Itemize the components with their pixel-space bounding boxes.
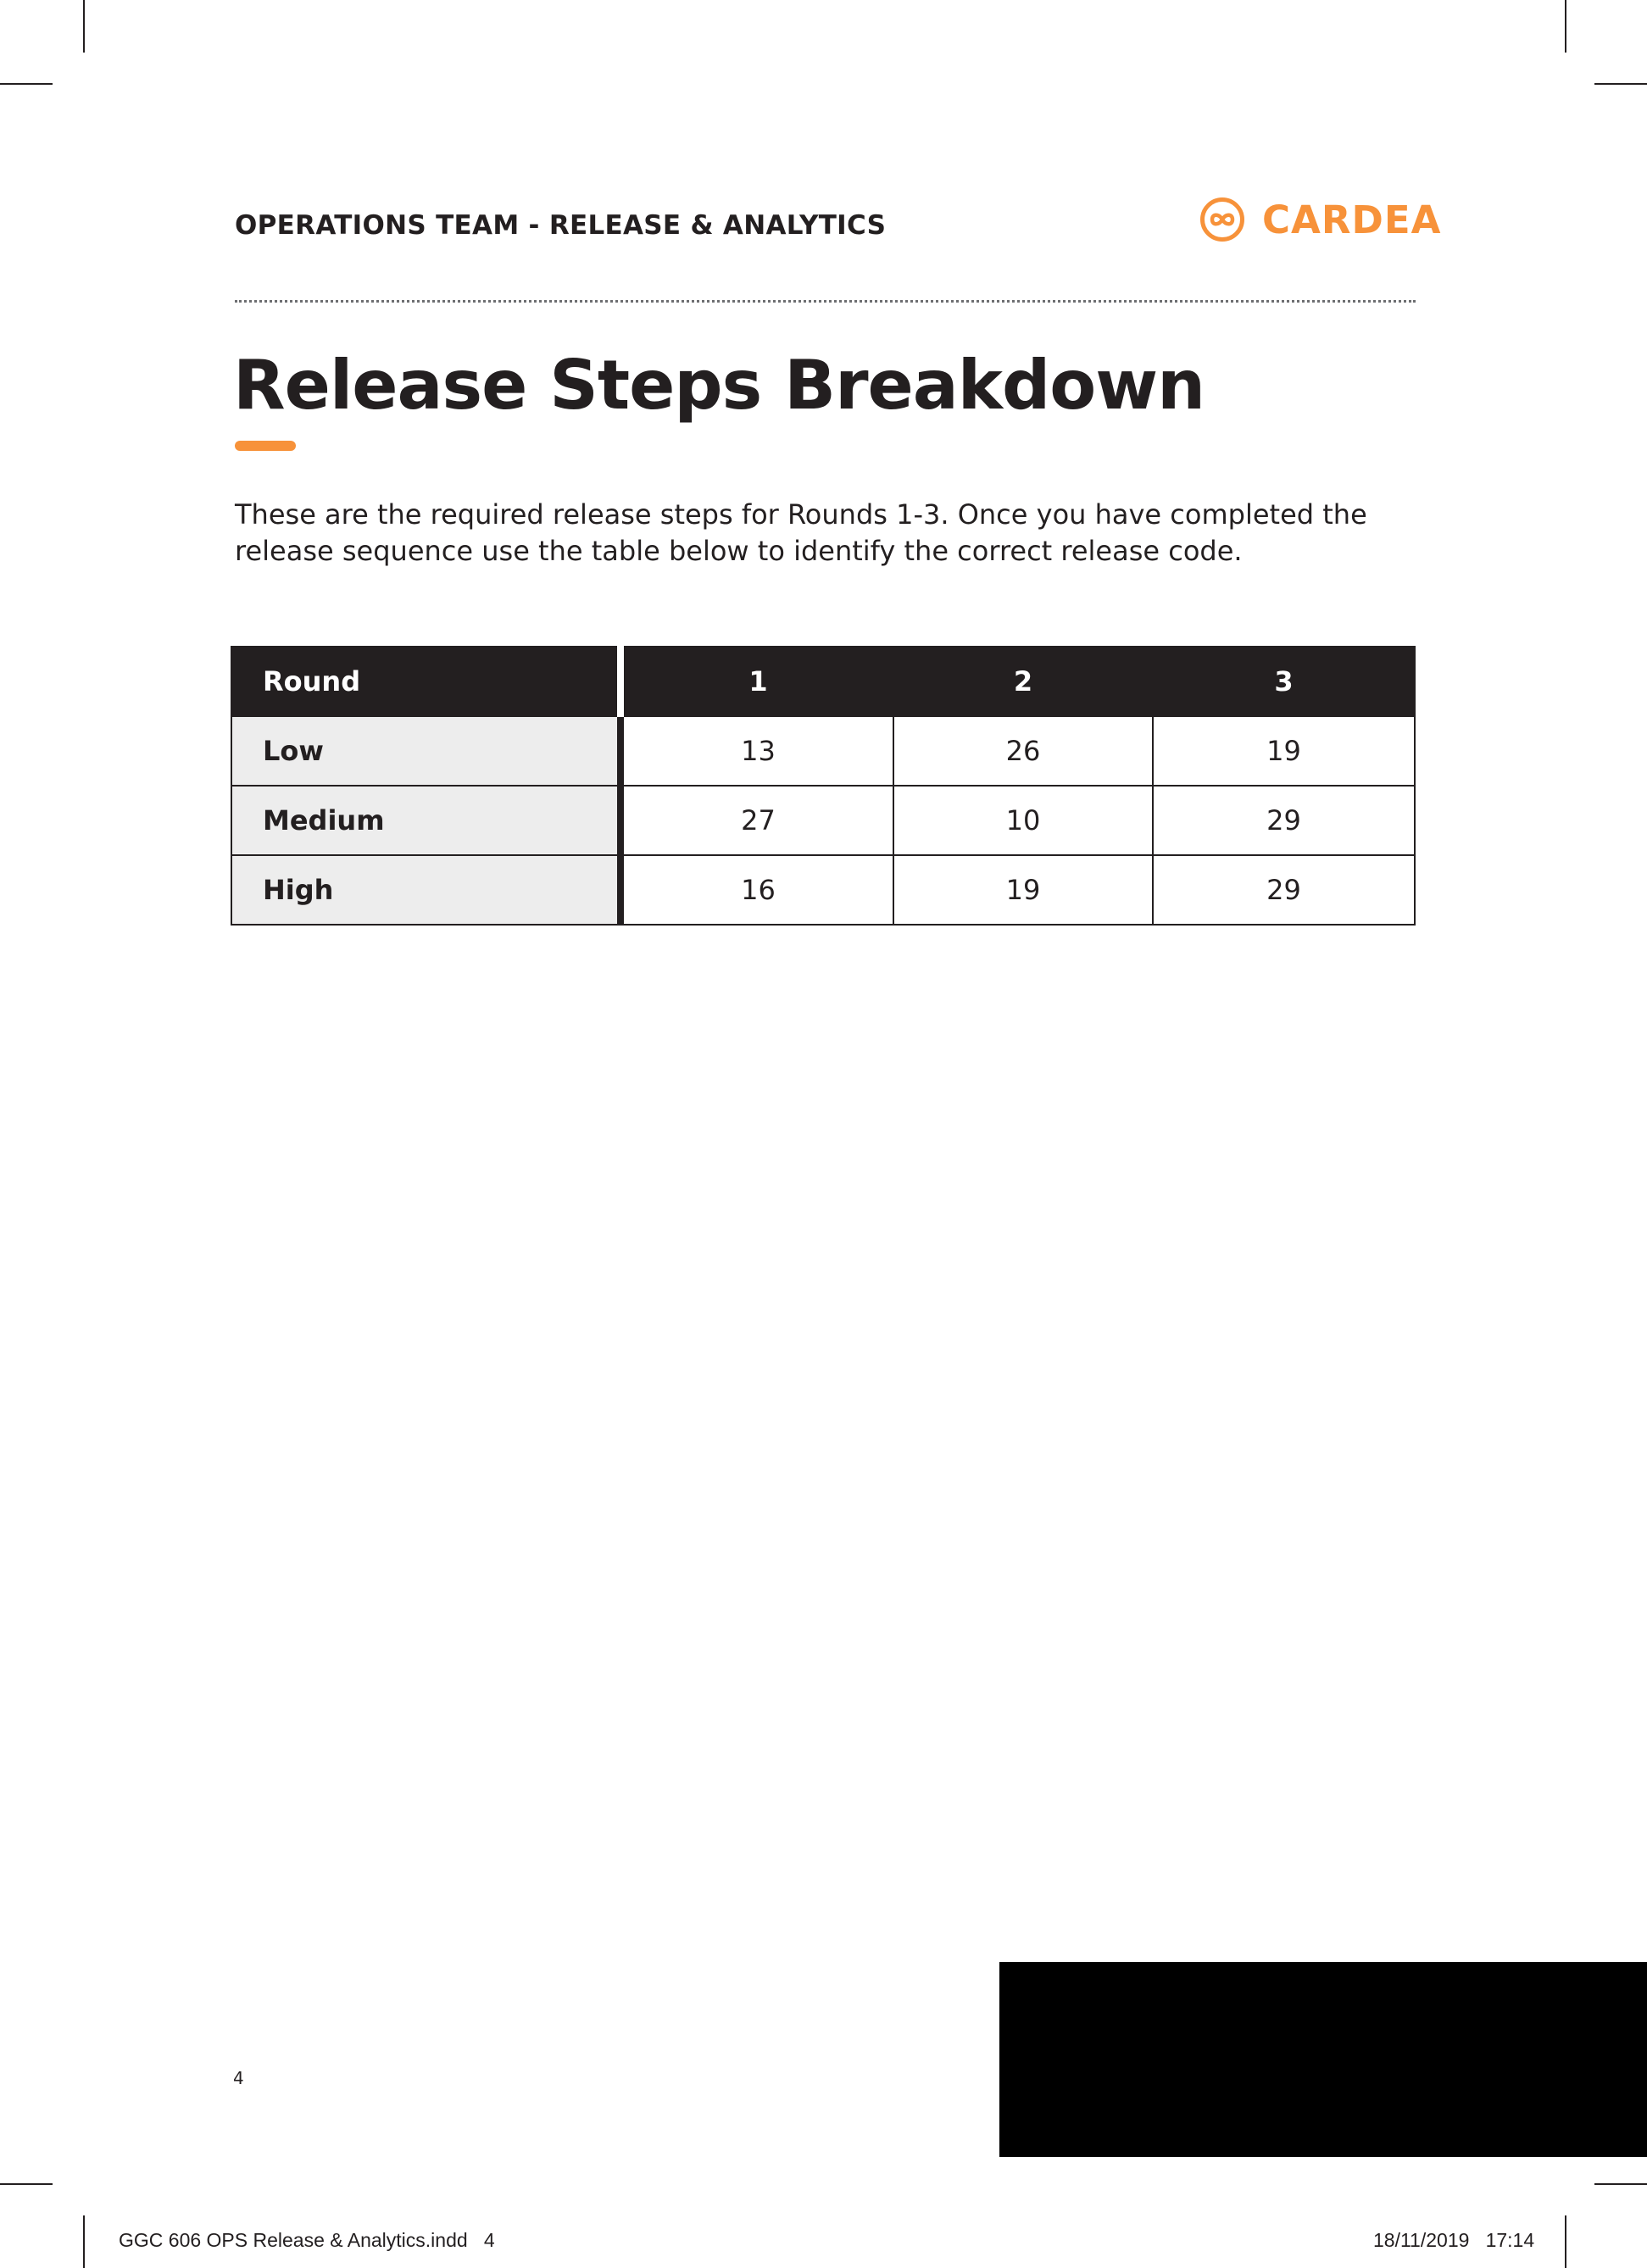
table-cell: 29 [1152, 854, 1416, 926]
column-header-round-2: 2 [893, 646, 1154, 717]
cardea-logo: CARDEA [1199, 197, 1441, 242]
crop-mark [83, 2215, 85, 2268]
table-cell: 10 [893, 785, 1154, 856]
crop-mark [1565, 0, 1566, 53]
table-row: Low 13 26 19 [231, 715, 1416, 787]
table-cell: 19 [1152, 715, 1416, 787]
table-row: High 16 19 29 [231, 854, 1416, 926]
row-header-medium: Medium [231, 785, 624, 856]
table-cell: 13 [620, 715, 894, 787]
crop-mark [83, 0, 85, 53]
table-cell: 27 [620, 785, 894, 856]
table-row: Medium 27 10 29 [231, 785, 1416, 856]
table-cell: 19 [893, 854, 1154, 926]
redaction-block [999, 1962, 1647, 2157]
table-cell: 26 [893, 715, 1154, 787]
column-header-round-1: 1 [620, 646, 894, 717]
logo-text: CARDEA [1262, 197, 1442, 242]
crop-mark [1565, 2215, 1566, 2268]
crop-mark [1594, 2183, 1647, 2185]
crop-mark [1594, 83, 1647, 85]
table-cell: 16 [620, 854, 894, 926]
page-title: Release Steps Breakdown [233, 346, 1205, 425]
column-header-round-3: 3 [1152, 646, 1416, 717]
row-header-high: High [231, 854, 624, 926]
infinity-circle-icon [1200, 197, 1244, 242]
table-cell: 29 [1152, 785, 1416, 856]
intro-paragraph: These are the required release steps for… [235, 498, 1367, 567]
release-steps-table: Round 1 2 3 Low 13 26 19 Medium 27 10 29… [231, 646, 1416, 926]
title-accent-bar [235, 441, 296, 451]
row-header-low: Low [231, 715, 624, 787]
slug-file-name: GGC 606 OPS Release & Analytics.indd 4 [119, 2229, 495, 2251]
header-divider [235, 300, 1416, 303]
page-number: 4 [233, 2068, 244, 2088]
column-header-round: Round [231, 646, 624, 717]
crop-mark [0, 83, 53, 85]
crop-mark [0, 2183, 53, 2185]
header-title: OPERATIONS TEAM - RELEASE & ANALYTICS [235, 210, 887, 241]
slug-timestamp: 18/11/2019 17:14 [1373, 2229, 1535, 2251]
table-header-row: Round 1 2 3 [231, 646, 1416, 717]
